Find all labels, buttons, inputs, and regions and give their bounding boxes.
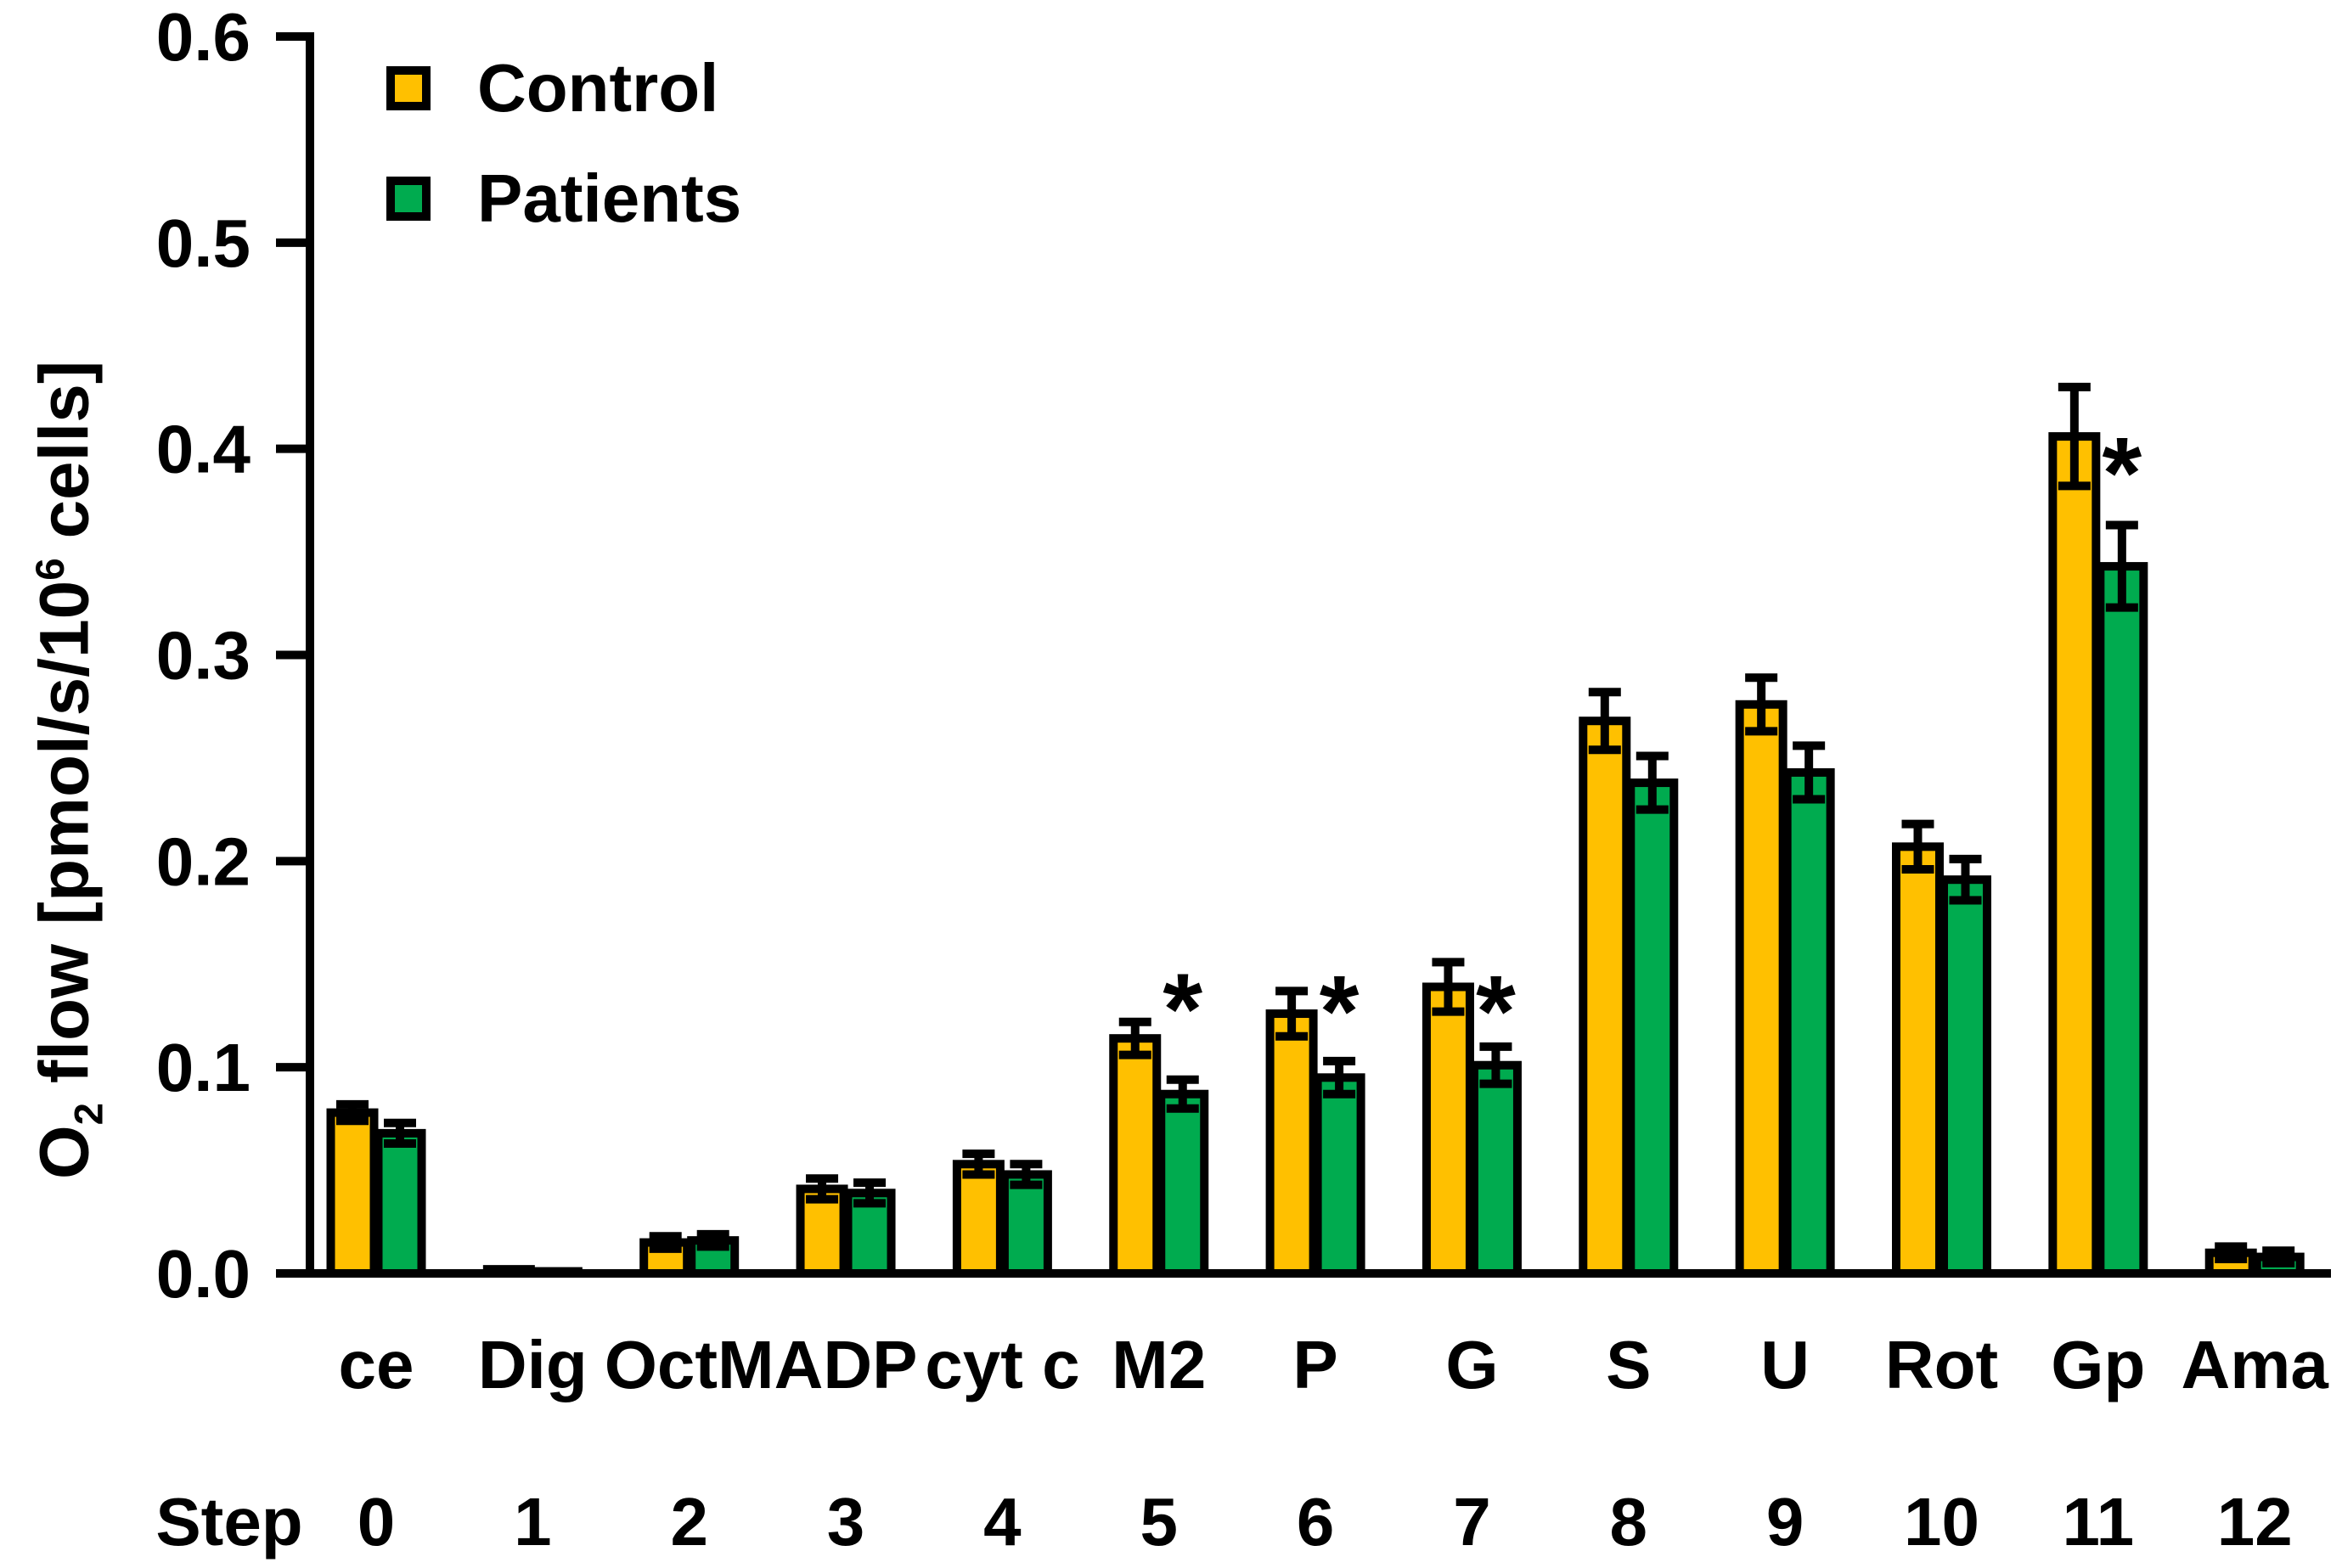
y-axis-title-main3: cells]: [25, 360, 104, 559]
step-number-label: 2: [670, 1484, 708, 1560]
bar-patients-Rot: [1939, 875, 1991, 1279]
x-category-label: Ama: [2181, 1327, 2328, 1402]
x-category-label: ce: [339, 1327, 414, 1402]
y-tick-label: 0.1: [156, 1030, 251, 1105]
bar-patients-G: [1469, 1060, 1522, 1278]
y-tick-label: 0.4: [156, 412, 251, 487]
step-number-label: 4: [983, 1484, 1022, 1560]
significance-asterisk: *: [1163, 953, 1202, 1066]
x-category-label: M2: [1112, 1327, 1206, 1402]
x-category-label: S: [1606, 1327, 1651, 1402]
bar-control-ce: [326, 1108, 379, 1278]
step-number-label: 3: [827, 1484, 865, 1560]
y-axis-title-subscript: 2: [66, 1102, 112, 1126]
control-series-label: Control: [477, 50, 719, 126]
control-series-swatch: [386, 66, 431, 110]
bar-control-Rot: [1892, 842, 1944, 1279]
bar-control-G: [1422, 982, 1474, 1278]
bar-patients-Dig: [530, 1267, 583, 1278]
bar-patients-cyt c: [999, 1170, 1052, 1278]
legend-entry-control: Control: [386, 50, 719, 126]
step-number-label: 6: [1297, 1484, 1335, 1560]
y-tick-label: 0.3: [156, 618, 251, 694]
bar-control-cyt c: [952, 1160, 1005, 1278]
y-axis-title-superscript: 6: [28, 558, 73, 581]
step-number-label: 7: [1453, 1484, 1491, 1560]
y-tick-label: 0.5: [156, 205, 251, 281]
step-number-label: 10: [1904, 1484, 1979, 1560]
step-row-label: Step: [155, 1484, 302, 1560]
step-number-label: 8: [1610, 1484, 1648, 1560]
patients-series-label: Patients: [477, 160, 742, 236]
patients-series-swatch: [386, 177, 431, 221]
y-tick-label: 0.6: [156, 0, 251, 75]
step-number-label: 0: [357, 1484, 396, 1560]
bar-patients-U: [1782, 767, 1835, 1278]
bar-patients-Gp: [2096, 562, 2148, 1278]
x-category-label: U: [1760, 1327, 1810, 1402]
bar-patients-M2: [1157, 1089, 1209, 1278]
x-category-label: cyt c: [925, 1327, 1079, 1402]
x-category-label: OctM: [605, 1327, 774, 1402]
step-number-label: 1: [514, 1484, 552, 1560]
significance-asterisk: *: [2102, 417, 2142, 531]
x-category-label: P: [1292, 1327, 1337, 1402]
y-axis-title: O2 flow [pmol/s/106 cells]: [13, 125, 111, 1415]
bar-control-S: [1579, 717, 1631, 1278]
bar-control-Gp: [2048, 432, 2101, 1278]
bar-control-P: [1265, 1009, 1318, 1279]
significance-asterisk: *: [1476, 954, 1516, 1068]
legend-entry-patients: Patients: [386, 160, 742, 236]
x-category-label: G: [1445, 1327, 1498, 1402]
y-tick-label: 0.0: [156, 1236, 251, 1312]
y-axis-title-main2: flow [pmol/s/10: [25, 580, 104, 1103]
bar-patients-ce: [374, 1128, 426, 1278]
x-category-label: ADP: [774, 1327, 918, 1402]
bar-control-Dig: [482, 1265, 535, 1278]
x-category-label: Rot: [1885, 1327, 1998, 1402]
step-number-label: 12: [2217, 1484, 2293, 1560]
y-axis-title-main1: O: [25, 1125, 104, 1180]
step-number-label: 9: [1766, 1484, 1804, 1560]
y-tick-label: 0.2: [156, 823, 251, 899]
bar-control-U: [1735, 700, 1787, 1278]
significance-asterisk: *: [1320, 954, 1360, 1068]
step-number-label: 5: [1140, 1484, 1179, 1560]
x-category-label: Dig: [478, 1327, 588, 1402]
step-number-label: 11: [2063, 1484, 2135, 1560]
x-category-label: Gp: [2051, 1327, 2145, 1402]
bar-control-M2: [1109, 1034, 1162, 1279]
bar-patients-P: [1313, 1073, 1365, 1279]
bar-patients-S: [1626, 778, 1679, 1278]
